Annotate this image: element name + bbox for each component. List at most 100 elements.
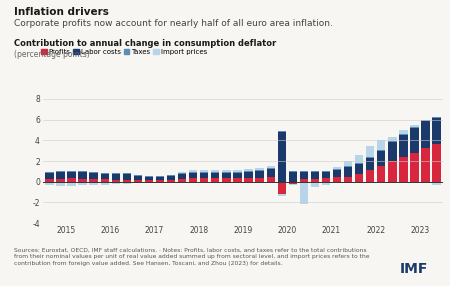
- Bar: [45, 173, 54, 179]
- Bar: [45, 179, 54, 182]
- Bar: [200, 172, 208, 173]
- Bar: [56, 182, 65, 186]
- Bar: [421, 120, 430, 121]
- Bar: [200, 170, 208, 172]
- Text: Sources: Eurostat, OECD, IMF staff calculations. · Notes: Profits, labor costs, : Sources: Eurostat, OECD, IMF staff calcu…: [14, 247, 369, 266]
- Bar: [410, 153, 419, 182]
- Bar: [56, 171, 65, 172]
- Bar: [233, 170, 242, 172]
- Text: Inflation drivers: Inflation drivers: [14, 7, 108, 17]
- Bar: [68, 171, 76, 172]
- Bar: [421, 182, 430, 183]
- Bar: [322, 182, 330, 185]
- Bar: [421, 121, 430, 148]
- Bar: [100, 174, 109, 179]
- Bar: [388, 141, 396, 142]
- Bar: [266, 166, 275, 168]
- Bar: [211, 170, 220, 172]
- Bar: [266, 168, 275, 169]
- Bar: [78, 172, 87, 179]
- Bar: [278, 131, 286, 132]
- Bar: [256, 168, 264, 170]
- Bar: [366, 157, 374, 158]
- Bar: [388, 142, 396, 161]
- Bar: [123, 173, 131, 174]
- Text: (percentage points): (percentage points): [14, 50, 89, 59]
- Bar: [78, 179, 87, 182]
- Bar: [100, 182, 109, 185]
- Bar: [90, 182, 98, 185]
- Bar: [189, 178, 198, 182]
- Bar: [134, 175, 142, 176]
- Bar: [399, 130, 408, 134]
- Bar: [244, 171, 253, 172]
- Legend: Profits, Labor costs, Taxes, Import prices: Profits, Labor costs, Taxes, Import pric…: [38, 46, 210, 58]
- Bar: [222, 172, 230, 173]
- Bar: [344, 176, 352, 182]
- Bar: [244, 178, 253, 182]
- Bar: [222, 170, 230, 172]
- Bar: [432, 182, 441, 185]
- Bar: [377, 140, 386, 150]
- Bar: [377, 150, 386, 151]
- Bar: [410, 127, 419, 128]
- Bar: [167, 182, 175, 183]
- Bar: [432, 144, 441, 182]
- Bar: [244, 169, 253, 171]
- Bar: [100, 179, 109, 182]
- Bar: [222, 178, 230, 182]
- Bar: [366, 170, 374, 182]
- Bar: [311, 171, 319, 172]
- Bar: [300, 171, 308, 172]
- Bar: [45, 172, 54, 173]
- Bar: [432, 118, 441, 144]
- Bar: [322, 172, 330, 178]
- Bar: [56, 172, 65, 179]
- Bar: [256, 171, 264, 178]
- Bar: [322, 178, 330, 182]
- Bar: [355, 174, 363, 182]
- Bar: [421, 148, 430, 182]
- Bar: [189, 170, 198, 172]
- Bar: [156, 176, 164, 177]
- Bar: [100, 173, 109, 174]
- Bar: [410, 125, 419, 127]
- Bar: [344, 167, 352, 176]
- Bar: [355, 162, 363, 164]
- Bar: [355, 164, 363, 174]
- Text: IMF: IMF: [400, 262, 428, 276]
- Bar: [178, 174, 186, 179]
- Bar: [366, 158, 374, 170]
- Bar: [311, 172, 319, 179]
- Bar: [278, 194, 286, 196]
- Bar: [399, 135, 408, 157]
- Bar: [68, 182, 76, 186]
- Bar: [266, 177, 275, 182]
- Bar: [78, 182, 87, 185]
- Bar: [134, 182, 142, 183]
- Bar: [200, 178, 208, 182]
- Bar: [355, 155, 363, 162]
- Bar: [134, 176, 142, 180]
- Bar: [211, 172, 220, 173]
- Bar: [256, 178, 264, 182]
- Bar: [233, 172, 242, 173]
- Bar: [377, 151, 386, 166]
- Bar: [288, 184, 297, 185]
- Bar: [322, 171, 330, 172]
- Bar: [112, 174, 120, 180]
- Bar: [211, 178, 220, 182]
- Bar: [333, 167, 341, 169]
- Bar: [200, 173, 208, 178]
- Bar: [123, 180, 131, 182]
- Bar: [399, 134, 408, 135]
- Bar: [300, 179, 308, 182]
- Bar: [311, 182, 319, 187]
- Bar: [178, 179, 186, 182]
- Bar: [333, 169, 341, 170]
- Text: Corporate profits now account for nearly half of all euro area inflation.: Corporate profits now account for nearly…: [14, 19, 333, 27]
- Bar: [256, 170, 264, 171]
- Bar: [300, 172, 308, 179]
- Bar: [244, 172, 253, 178]
- Bar: [178, 172, 186, 173]
